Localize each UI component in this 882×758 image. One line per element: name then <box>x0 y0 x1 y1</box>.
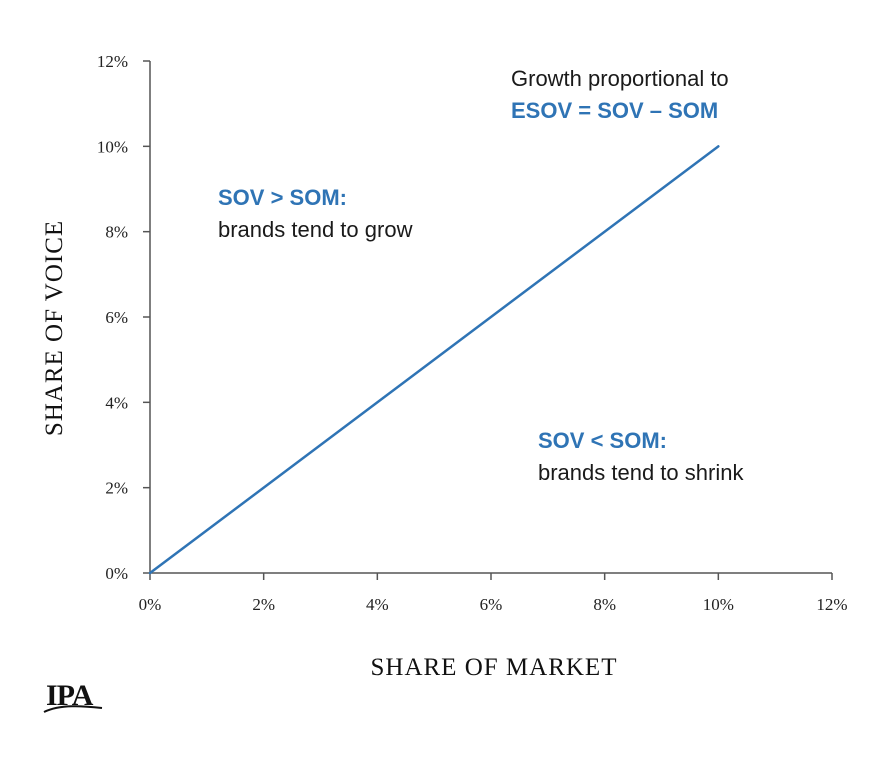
y-tick-label: 8% <box>105 223 128 242</box>
y-tick-label: 4% <box>105 393 128 412</box>
y-tick-label: 0% <box>105 564 128 583</box>
series-layer <box>148 145 720 575</box>
x-tick-label: 6% <box>480 595 503 614</box>
y-tick-label: 12% <box>97 52 128 71</box>
y-tick-label: 10% <box>97 137 128 156</box>
x-tick-label: 0% <box>139 595 162 614</box>
x-tick-label: 10% <box>703 595 734 614</box>
y-tick-label: 2% <box>105 479 128 498</box>
lower-region-text: brands tend to shrink <box>538 460 744 485</box>
growth-annotation-line1: Growth proportional to <box>511 66 729 91</box>
series-line <box>148 145 720 575</box>
ipa-logo-swash <box>43 705 103 713</box>
x-tick-label: 12% <box>816 595 847 614</box>
x-axis-title: SHARE OF MARKET <box>371 654 618 681</box>
upper-region-text: brands tend to grow <box>218 217 413 242</box>
ipa-logo: IPA <box>43 679 103 713</box>
x-tick-label: 8% <box>593 595 616 614</box>
lower-region-title: SOV < SOM: <box>538 428 667 453</box>
ticks: 0% 2% 4% 6% 8% 10% 12% 0% 2% 4% 6% 8% 10% 12% <box>97 52 848 614</box>
x-tick-label: 4% <box>366 595 389 614</box>
y-tick-label: 6% <box>105 308 128 327</box>
growth-annotation-line2: ESOV = SOV – SOM <box>511 98 718 123</box>
y-axis-title: SHARE OF VOICE <box>41 220 68 436</box>
x-tick-label: 2% <box>252 595 275 614</box>
upper-region-title: SOV > SOM: <box>218 185 347 210</box>
